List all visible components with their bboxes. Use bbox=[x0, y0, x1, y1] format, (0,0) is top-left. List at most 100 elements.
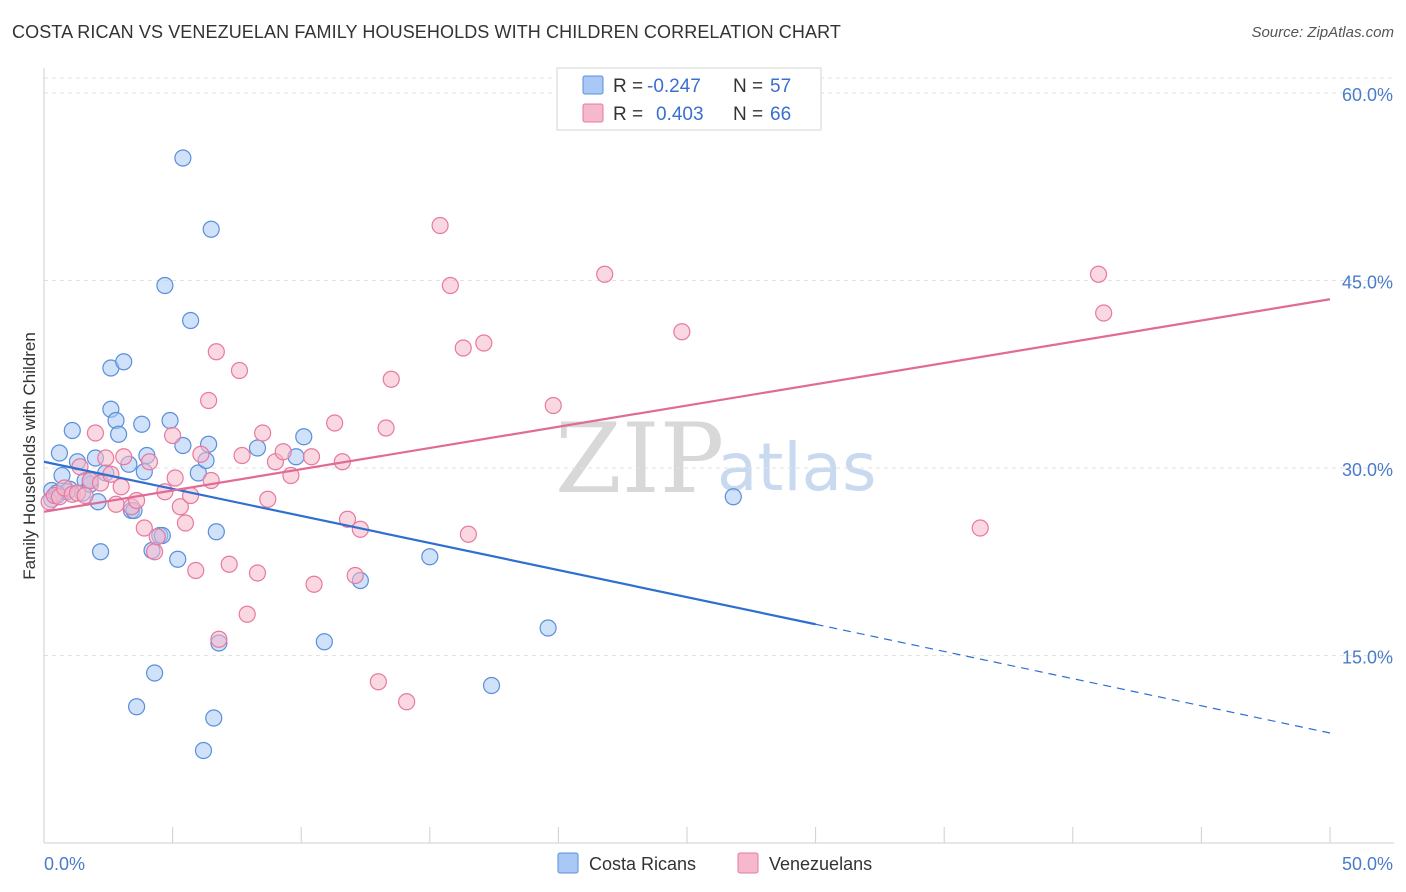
point-venezuelans bbox=[454, 339, 472, 357]
y-tick-labels: 15.0% 30.0% 45.0% 60.0% bbox=[1342, 85, 1393, 668]
point-venezuelans bbox=[148, 528, 166, 546]
trend-line-venezuelans bbox=[43, 298, 1331, 513]
legend-r-label-1: R = bbox=[613, 76, 643, 97]
point-venezuelans bbox=[248, 564, 267, 582]
x-tick-label: 0.0% bbox=[44, 854, 85, 874]
point-venezuelans bbox=[382, 370, 400, 388]
legend-r-label-2: R = bbox=[613, 104, 643, 125]
point-venezuelans bbox=[544, 396, 562, 415]
source-credit: Source: ZipAtlas.com bbox=[1251, 24, 1394, 41]
point-venezuelans bbox=[238, 605, 256, 623]
point-venezuelans bbox=[259, 490, 277, 508]
point-venezuelans bbox=[302, 448, 321, 466]
point-costa-ricans bbox=[194, 741, 213, 760]
point-costa-ricans bbox=[50, 444, 69, 462]
point-venezuelans bbox=[97, 449, 115, 467]
point-venezuelans bbox=[254, 424, 272, 442]
point-venezuelans bbox=[187, 561, 205, 580]
point-venezuelans bbox=[233, 446, 251, 465]
point-venezuelans bbox=[673, 323, 691, 341]
legend-r-value-2: 0.403 bbox=[656, 104, 704, 125]
axes bbox=[43, 68, 1394, 844]
point-costa-ricans bbox=[127, 698, 146, 716]
point-venezuelans bbox=[220, 555, 238, 573]
point-venezuelans bbox=[441, 276, 459, 295]
point-venezuelans bbox=[176, 514, 195, 532]
point-costa-ricans bbox=[202, 220, 220, 238]
point-costa-ricans bbox=[482, 676, 501, 695]
point-costa-ricans bbox=[182, 311, 200, 330]
point-costa-ricans bbox=[109, 425, 128, 443]
point-costa-ricans bbox=[724, 488, 742, 506]
point-costa-ricans bbox=[189, 464, 207, 482]
point-costa-ricans bbox=[63, 421, 81, 440]
point-costa-ricans bbox=[539, 619, 557, 637]
point-venezuelans bbox=[338, 510, 357, 528]
point-venezuelans bbox=[200, 391, 218, 410]
point-costa-ricans bbox=[133, 415, 151, 433]
legend-swatch-costa-ricans bbox=[582, 75, 604, 95]
correlation-legend: R = -0.247 N = 57 R = 0.403 N = 66 bbox=[556, 67, 822, 131]
point-venezuelans bbox=[207, 343, 225, 361]
y-tick-label: 30.0% bbox=[1342, 460, 1393, 480]
point-venezuelans bbox=[1089, 265, 1108, 283]
point-venezuelans bbox=[192, 445, 210, 463]
point-costa-ricans bbox=[207, 523, 225, 541]
bottom-legend-swatch-costa-ricans bbox=[557, 852, 579, 874]
point-costa-ricans bbox=[115, 353, 133, 371]
point-venezuelans bbox=[230, 361, 249, 380]
point-venezuelans bbox=[164, 426, 182, 445]
point-venezuelans bbox=[135, 519, 153, 537]
legend-n-value-1: 57 bbox=[770, 76, 791, 97]
point-costa-ricans bbox=[174, 436, 192, 455]
point-venezuelans bbox=[369, 673, 387, 691]
point-costa-ricans bbox=[145, 664, 164, 682]
point-venezuelans bbox=[1095, 304, 1113, 322]
legend-r-value-1: -0.247 bbox=[647, 76, 701, 97]
point-venezuelans bbox=[182, 486, 200, 505]
legend-n-value-2: 66 bbox=[770, 104, 791, 125]
point-venezuelans bbox=[71, 458, 89, 476]
point-venezuelans bbox=[210, 630, 228, 648]
point-venezuelans bbox=[112, 478, 130, 496]
point-venezuelans bbox=[86, 424, 105, 442]
point-venezuelans bbox=[76, 486, 94, 505]
point-venezuelans bbox=[596, 265, 614, 283]
trend-line-costa-ricans-extrapolated bbox=[815, 623, 1331, 734]
point-venezuelans bbox=[459, 525, 477, 543]
data-points bbox=[40, 149, 1113, 760]
point-venezuelans bbox=[140, 453, 159, 471]
legend-n-label-1: N = bbox=[733, 76, 763, 97]
point-venezuelans bbox=[305, 575, 323, 593]
trend-lines bbox=[43, 298, 1331, 734]
point-venezuelans bbox=[145, 543, 164, 561]
bottom-legend-label-venezuelans: Venezuelans bbox=[769, 854, 872, 874]
y-tick-label: 45.0% bbox=[1342, 273, 1393, 293]
point-venezuelans bbox=[115, 448, 133, 466]
point-venezuelans bbox=[274, 443, 292, 461]
y-axis-label: Family Households with Children bbox=[20, 332, 39, 580]
chart-title: COSTA RICAN VS VENEZUELAN FAMILY HOUSEHO… bbox=[12, 22, 841, 42]
y-tick-label: 15.0% bbox=[1342, 648, 1393, 668]
point-costa-ricans bbox=[248, 439, 267, 457]
point-venezuelans bbox=[377, 419, 395, 437]
point-costa-ricans bbox=[91, 543, 110, 561]
y-tick-label: 60.0% bbox=[1342, 85, 1393, 105]
bottom-legend-label-costa-ricans: Costa Ricans bbox=[589, 854, 696, 874]
point-costa-ricans bbox=[156, 276, 174, 295]
point-venezuelans bbox=[326, 414, 344, 432]
point-costa-ricans bbox=[421, 548, 439, 566]
point-costa-ricans bbox=[174, 149, 192, 167]
point-venezuelans bbox=[475, 334, 493, 352]
point-venezuelans bbox=[166, 469, 184, 487]
point-venezuelans bbox=[431, 216, 449, 235]
x-tick-label: 50.0% bbox=[1342, 854, 1393, 874]
point-venezuelans bbox=[398, 693, 416, 711]
point-venezuelans bbox=[171, 498, 189, 516]
legend-swatch-venezuelans bbox=[582, 103, 604, 123]
series-legend: Costa Ricans Venezuelans bbox=[557, 852, 872, 874]
trend-line-costa-ricans bbox=[43, 460, 816, 626]
watermark-zip: ZIP bbox=[555, 403, 724, 515]
bottom-legend-swatch-venezuelans bbox=[737, 852, 759, 874]
